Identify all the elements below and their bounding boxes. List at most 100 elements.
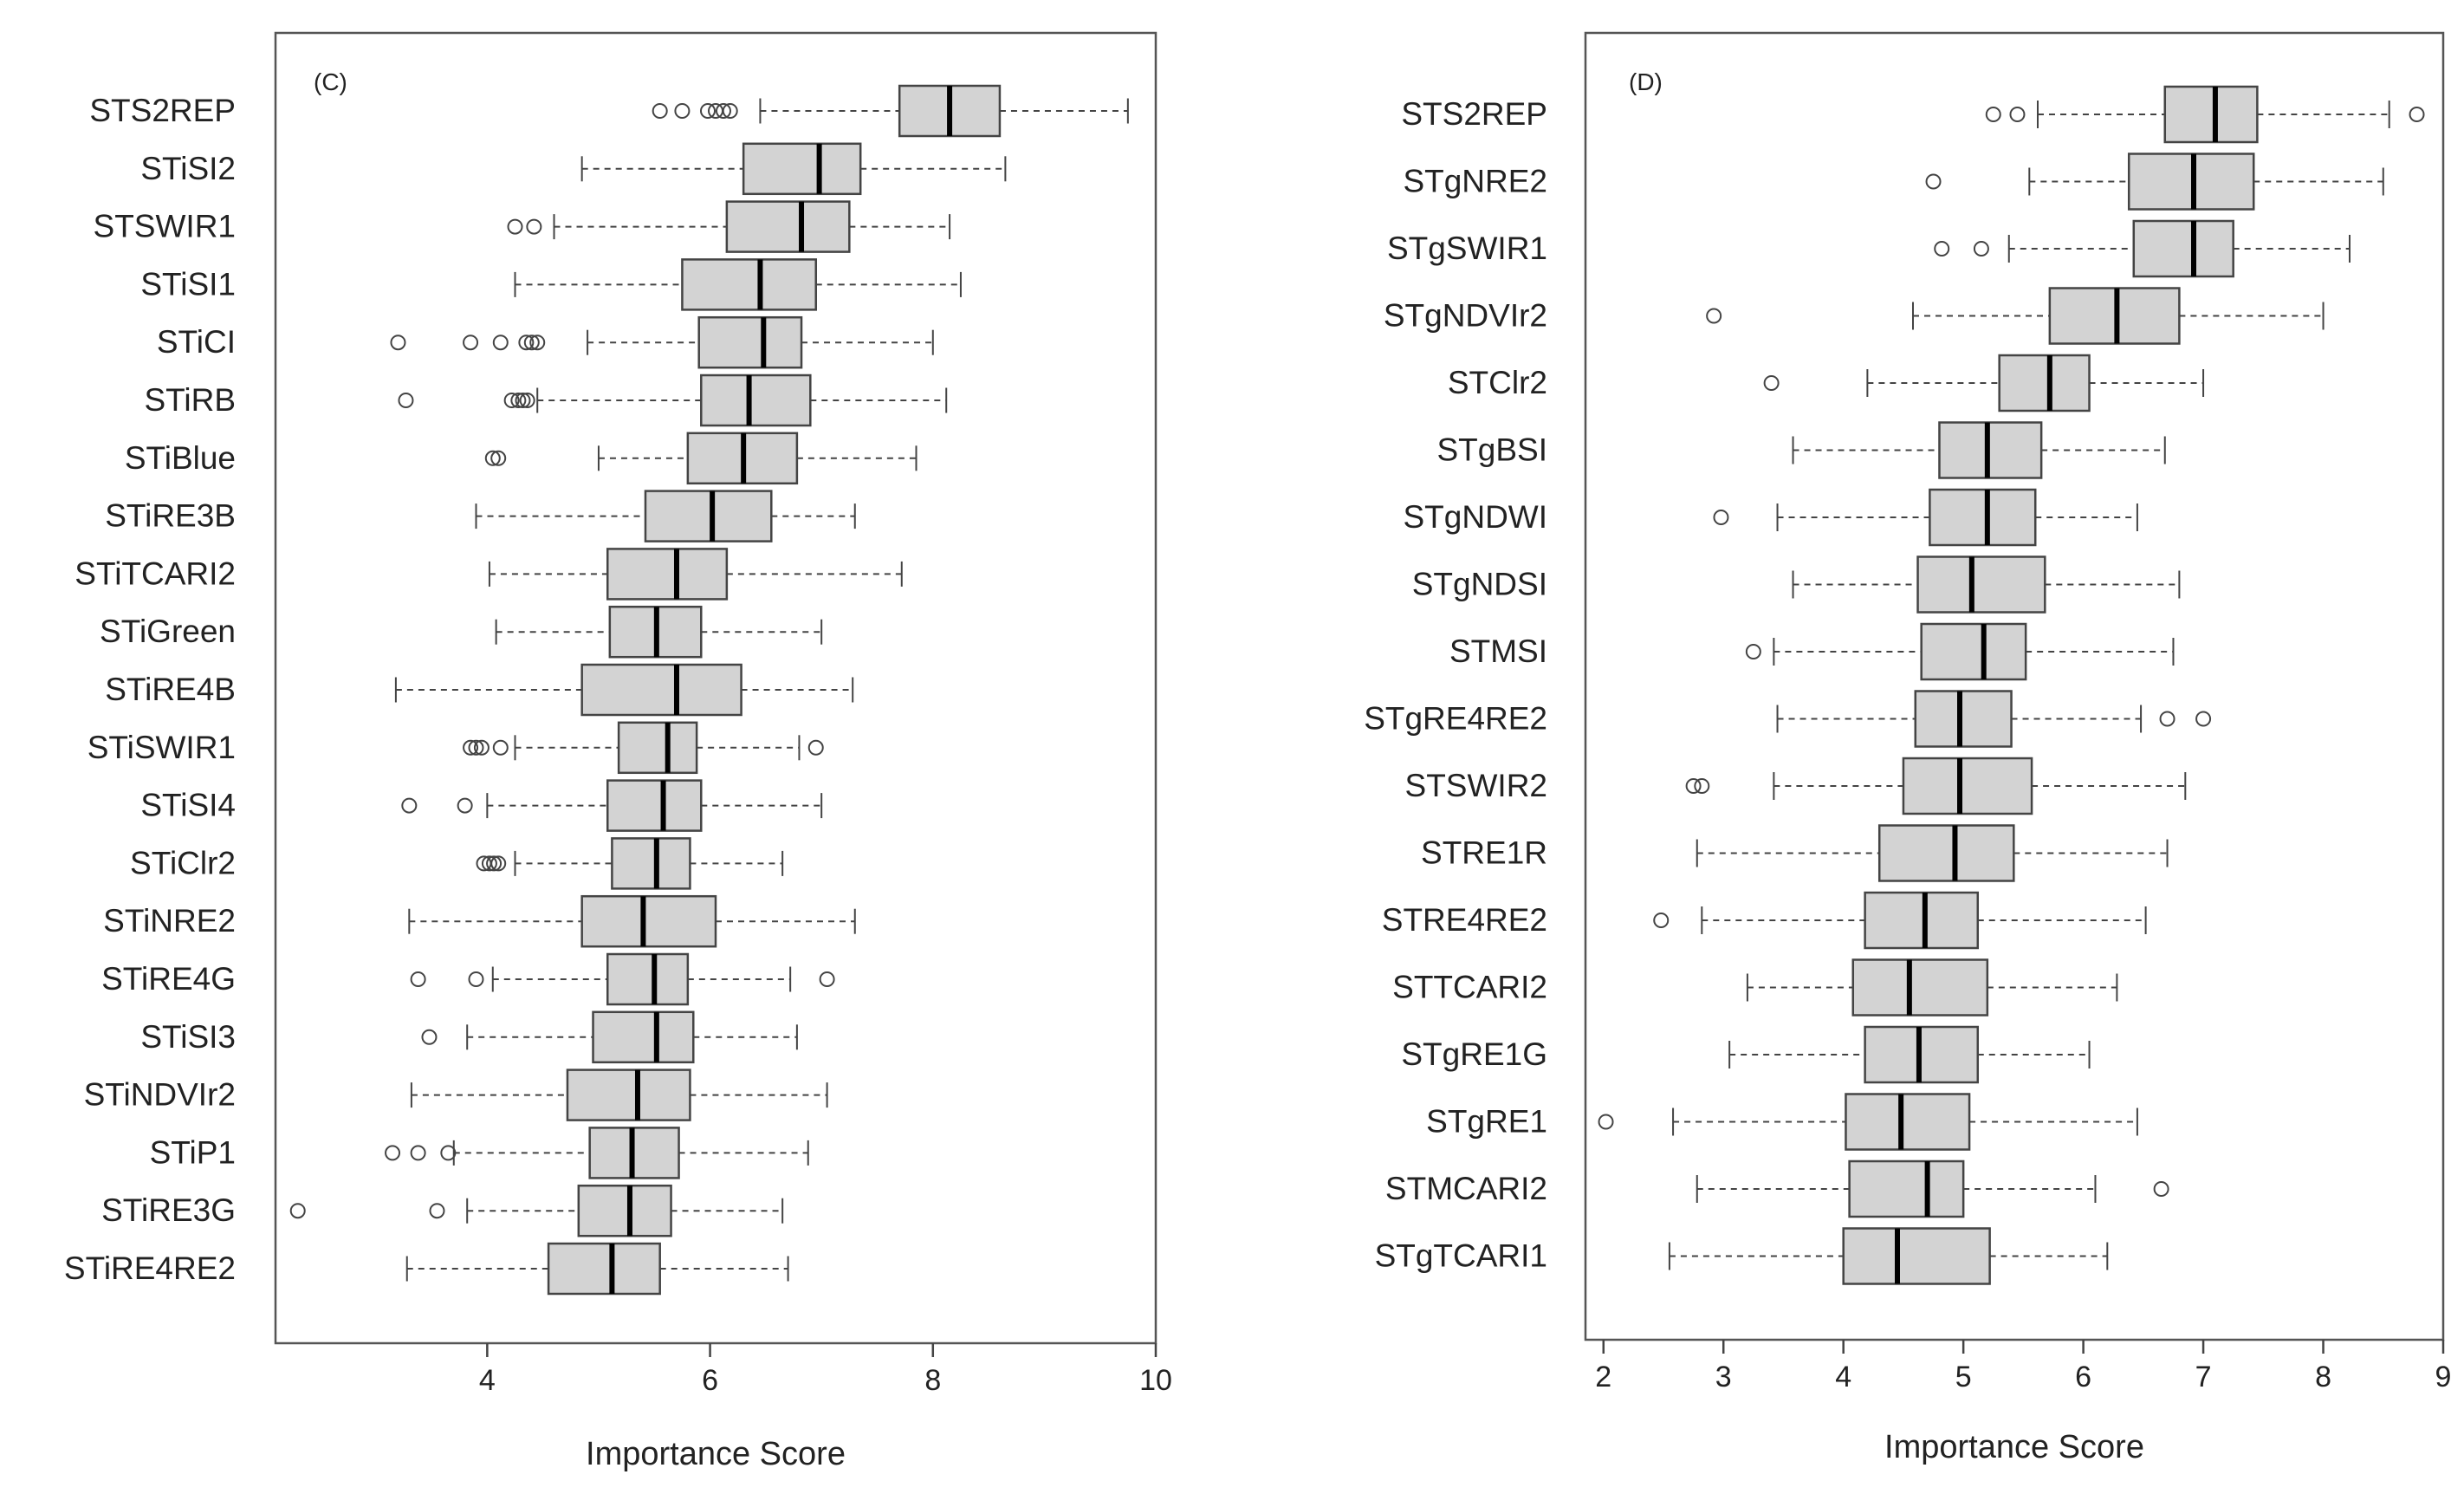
iqr-box (1929, 488, 2037, 547)
category-label: STgRE1G (1401, 1036, 1547, 1072)
box-row-stisi1: STiSI1 (140, 258, 962, 311)
iqr-box (1845, 1093, 1971, 1151)
outlier-point (390, 335, 406, 351)
plot-frame (1584, 31, 2445, 1341)
iqr-box (580, 894, 717, 948)
iqr-box (1938, 421, 2043, 479)
category-label: STiRB (144, 382, 236, 418)
category-label: STS2REP (1401, 96, 1547, 132)
box-row-stre1r: STRE1R (1421, 824, 2169, 882)
outlier-point (492, 335, 509, 351)
outlier-point (2153, 1181, 2169, 1197)
box-row-stmsi: STMSI (1449, 622, 2175, 681)
box-row-stgre4re2: STgRE4RE2 (1364, 690, 2212, 748)
category-label: STiSWIR1 (88, 730, 236, 765)
iqr-box (1848, 1159, 1965, 1218)
x-tick-label: 3 (1715, 1361, 1732, 1393)
box-row-stswir1: STSWIR1 (94, 200, 951, 253)
outlier-point (1934, 241, 1950, 257)
panel-c: (C) 4 6 8 10 Importance Score STS2REP STiSI2 STS… (64, 31, 1172, 1472)
x-tick-label: 9 (2435, 1361, 2452, 1393)
box-row-stgndsi: STgNDSI (1412, 555, 2181, 614)
x-tick-label: 4 (1835, 1361, 1851, 1393)
outlier-point (519, 393, 535, 408)
category-label: STClr2 (1448, 365, 1547, 400)
category-label: STiRE4G (101, 961, 236, 997)
x-tick-label: 8 (924, 1364, 941, 1397)
box-row-stgndwi: STgNDWI (1404, 488, 2138, 547)
category-label: STMSI (1449, 633, 1547, 669)
category-label: STiClr2 (130, 845, 236, 880)
iqr-box (592, 1010, 695, 1064)
outlier-point (289, 1203, 306, 1219)
iqr-box (547, 1242, 661, 1296)
iqr-box (742, 142, 862, 196)
category-label: STMCARI2 (1385, 1171, 1547, 1206)
outlier-point (410, 971, 426, 987)
box-row-stisi3: STiSI3 (140, 1010, 798, 1064)
category-label: STRE1R (1421, 835, 1547, 871)
iqr-box (566, 1069, 691, 1121)
iqr-box (697, 315, 803, 369)
outlier-point (507, 218, 523, 235)
x-tick-label: 6 (702, 1364, 718, 1397)
outlier-point (716, 103, 732, 119)
box-row-stinre2: STiNRE2 (103, 894, 856, 948)
outlier-point (1598, 1114, 1614, 1130)
category-label: STiRE3G (101, 1192, 236, 1228)
box-row-stre4re2: STRE4RE2 (1382, 891, 2147, 950)
iqr-box (606, 779, 703, 832)
category-label: STgNDVIr2 (1384, 298, 1547, 334)
iqr-box (577, 1184, 672, 1237)
box-row-stire4re2: STiRE4RE2 (64, 1242, 789, 1296)
outlier-point (401, 797, 418, 814)
outlier-point (468, 739, 484, 756)
iqr-box (1851, 958, 1989, 1017)
outlier-point (807, 739, 824, 756)
outlier-point (481, 855, 497, 872)
x-tick-label: 5 (1955, 1361, 1972, 1393)
box-row-stire4b: STiRE4B (105, 663, 854, 717)
box-row-sts2rep: STS2REP (1401, 85, 2425, 144)
outlier-point (492, 739, 509, 756)
iqr-box (1902, 757, 2033, 815)
outlier-point (529, 335, 546, 351)
outlier-point (1694, 778, 1710, 794)
box-row-stire3g: STiRE3G (101, 1184, 784, 1237)
outlier-point (484, 450, 501, 466)
outlier-point (385, 1145, 401, 1161)
outlier-point (510, 393, 527, 408)
iqr-box (1877, 824, 2015, 882)
category-label: STS2REP (89, 93, 236, 128)
category-label: STiNDVIr2 (84, 1077, 236, 1113)
iqr-box (681, 258, 817, 311)
box-row-stgre1g: STgRE1G (1401, 1025, 2091, 1084)
plot-frame (274, 31, 1157, 1345)
outlier-point (2009, 107, 2026, 122)
outlier-point (1973, 241, 1989, 257)
outlier-point (486, 855, 503, 872)
category-label: STgTCARI1 (1375, 1238, 1547, 1274)
iqr-box (617, 721, 698, 775)
box-row-stmcari2: STMCARI2 (1385, 1159, 2169, 1218)
category-label: STgNDWI (1404, 499, 1548, 535)
outlier-point (708, 103, 723, 119)
category-label: STiGreen (100, 614, 236, 649)
x-tick-label: 4 (479, 1364, 496, 1397)
category-label: STSWIR1 (94, 209, 236, 244)
box-row-stip1: STiP1 (150, 1127, 809, 1179)
x-tick-label: 2 (1595, 1361, 1611, 1393)
category-label: STgRE4RE2 (1364, 701, 1547, 737)
category-label: STSWIR2 (1405, 768, 1547, 803)
outlier-point (2195, 711, 2212, 727)
x-axis-title: Importance Score (1884, 1429, 2144, 1465)
outlier-point (503, 393, 520, 408)
box-row-stire4g: STiRE4G (101, 952, 835, 1006)
outlier-point (457, 797, 473, 814)
category-label: STTCARI2 (1392, 970, 1547, 1005)
box-row-stgnre2: STgNRE2 (1403, 153, 2384, 211)
category-label: STiSI4 (140, 788, 236, 823)
category-label: STgNDSI (1412, 567, 1547, 602)
outlier-point (652, 103, 668, 119)
category-label: STiNRE2 (103, 903, 236, 939)
